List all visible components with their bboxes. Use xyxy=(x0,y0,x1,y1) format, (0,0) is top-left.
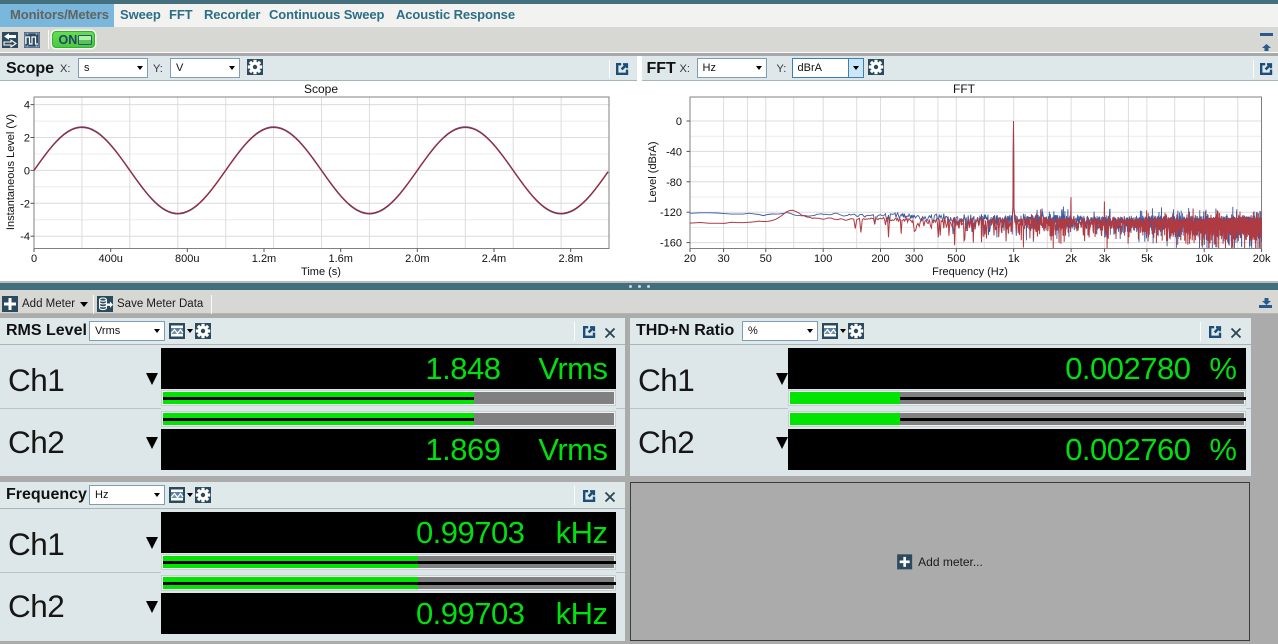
svg-text:-4: -4 xyxy=(20,231,30,243)
svg-text:2k: 2k xyxy=(1065,253,1077,265)
svg-text:Level (dBrA): Level (dBrA) xyxy=(647,141,659,202)
svg-text:10k: 10k xyxy=(1195,253,1213,265)
svg-text:-80: -80 xyxy=(666,177,682,189)
svg-text:FFT: FFT xyxy=(953,82,976,96)
svg-text:5k: 5k xyxy=(1141,253,1153,265)
svg-text:50: 50 xyxy=(760,253,772,265)
svg-text:0: 0 xyxy=(676,116,682,128)
svg-text:1k: 1k xyxy=(1008,253,1020,265)
svg-text:500: 500 xyxy=(947,253,965,265)
svg-text:20k: 20k xyxy=(1253,253,1271,265)
svg-text:1.2m: 1.2m xyxy=(252,253,276,265)
svg-text:-40: -40 xyxy=(666,146,682,158)
svg-text:-2: -2 xyxy=(20,198,30,210)
svg-text:-160: -160 xyxy=(660,238,682,250)
svg-text:0: 0 xyxy=(24,165,30,177)
svg-text:2.8m: 2.8m xyxy=(558,253,582,265)
svg-text:1.6m: 1.6m xyxy=(328,253,352,265)
svg-text:Time (s): Time (s) xyxy=(301,266,341,278)
svg-text:300: 300 xyxy=(905,253,923,265)
svg-text:0: 0 xyxy=(31,253,37,265)
svg-text:2.4m: 2.4m xyxy=(482,253,506,265)
svg-text:200: 200 xyxy=(871,253,889,265)
svg-text:20: 20 xyxy=(684,253,696,265)
svg-text:Instantaneous Level (V): Instantaneous Level (V) xyxy=(5,114,17,230)
svg-text:-120: -120 xyxy=(660,207,682,219)
svg-text:Scope: Scope xyxy=(304,82,338,96)
svg-text:4: 4 xyxy=(24,100,30,112)
svg-text:2: 2 xyxy=(24,133,30,145)
svg-text:100: 100 xyxy=(814,253,832,265)
svg-text:2.0m: 2.0m xyxy=(405,253,429,265)
svg-text:400u: 400u xyxy=(98,253,122,265)
svg-text:3k: 3k xyxy=(1099,253,1111,265)
svg-text:800u: 800u xyxy=(175,253,199,265)
svg-text:Frequency (Hz): Frequency (Hz) xyxy=(932,266,1008,278)
svg-text:30: 30 xyxy=(717,253,729,265)
